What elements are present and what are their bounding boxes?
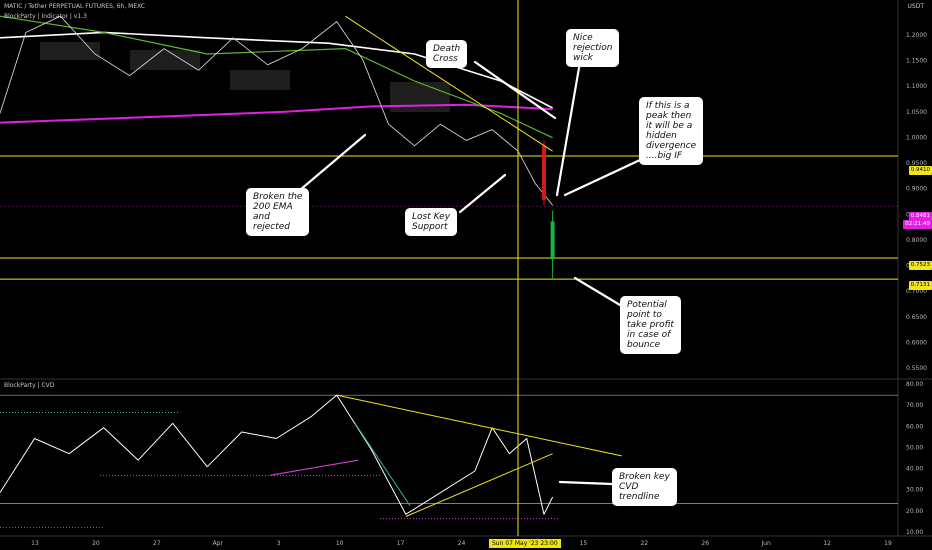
cvd-tick-label: 70.00 <box>906 402 923 409</box>
currency-label: USDT <box>907 3 925 10</box>
candle-body <box>550 221 555 260</box>
cvd-tick-label: 80.00 <box>906 381 923 388</box>
time-tick-label: 12 <box>823 540 831 547</box>
consolidation-box <box>40 42 100 60</box>
time-tick-label: 19 <box>884 540 892 547</box>
cvd-tick-label: 60.00 <box>906 423 923 430</box>
symbol-title[interactable]: MATIC / Tether PERPETUAL FUTURES, 6h, ME… <box>4 3 145 10</box>
annotation-pointer <box>458 173 507 214</box>
note-broken-cvd: Broken key CVD trendline <box>612 468 677 506</box>
note-lost-key-support: Lost Key Support <box>405 208 458 236</box>
series-price <box>0 15 553 206</box>
price-tick-label: 0.9500 <box>906 160 927 167</box>
time-tick-label: 3 <box>277 540 281 547</box>
note-nice-rejection: Nice rejection wick <box>566 29 620 67</box>
series-green_ema <box>0 15 553 139</box>
note-broken-200ema: Broken the 200 EMA and rejected <box>246 188 310 236</box>
price-tick-label: 1.0000 <box>906 134 927 141</box>
price-tick-label: 1.1000 <box>906 83 927 90</box>
price-tick-label: 1.0500 <box>906 109 927 116</box>
time-tick-label: 15 <box>580 540 588 547</box>
note-potential-point: Potential point to take profit in case o… <box>620 296 681 354</box>
price-tick-label: 0.9000 <box>906 186 927 193</box>
axes: 1.2000 1.1500 1.1000 1.0500 1.0000 0.9500 0.90… <box>31 32 927 547</box>
price-tick-label: 1.1500 <box>906 58 927 65</box>
cvd-tick-label: 20.00 <box>906 508 923 515</box>
annotation-pointer <box>298 133 367 192</box>
overlay <box>298 0 642 536</box>
tag-countdown: 02:21:49 <box>903 220 932 229</box>
cvd-tick-label: 50.00 <box>906 444 923 451</box>
note-peak-divergence: If this is a peak then it will be a hidd… <box>639 97 704 165</box>
tag-support-07523: 0.7523 <box>908 261 932 270</box>
time-tick-label: 13 <box>31 540 39 547</box>
consolidation-box <box>130 50 200 70</box>
annotation-pointer <box>573 276 627 310</box>
price-tick-label: 1.2000 <box>906 32 927 39</box>
cvd-trendline <box>405 453 553 517</box>
time-tick-label: 22 <box>640 540 648 547</box>
candle-body <box>541 145 546 200</box>
annotation-pointer <box>555 60 582 197</box>
cvd-tick-label: 10.00 <box>906 529 923 536</box>
time-tick-label: 17 <box>397 540 405 547</box>
time-tick-label: 10 <box>336 540 344 547</box>
tag-support-0941: 0.9410 <box>908 166 932 175</box>
grid <box>0 0 932 537</box>
time-tick-label: Apr <box>213 540 224 547</box>
time-tick-label: 20 <box>92 540 100 547</box>
cvd-tick-label: 30.00 <box>906 487 923 494</box>
price-trendline <box>345 15 553 152</box>
annotation-pointer <box>563 158 642 197</box>
price-tick-label: 0.6000 <box>906 339 927 346</box>
time-tick-label: Jun <box>760 540 771 547</box>
annotation-pointer <box>473 60 557 120</box>
time-tick-label: 27 <box>153 540 161 547</box>
price-panel[interactable] <box>0 15 898 280</box>
price-tick-label: 0.5500 <box>906 365 927 372</box>
cvd-tick-label: 40.00 <box>906 466 923 473</box>
cvd-title[interactable]: BlockParty | CVD <box>4 382 55 389</box>
consolidation-box <box>390 82 450 112</box>
time-tick-label: 26 <box>701 540 709 547</box>
price-tick-label: 0.6500 <box>906 314 927 321</box>
crosshair-date-label: Sun 07 May '23 23:00 <box>489 539 561 548</box>
series-ema200 <box>0 103 553 124</box>
price-tick-label: 0.8000 <box>906 237 927 244</box>
time-tick-label: 24 <box>458 540 466 547</box>
price-tick-label: 0.7000 <box>906 288 927 295</box>
annotation-pointer <box>558 480 614 486</box>
tag-current-price: 0.8481 <box>908 212 932 221</box>
cvd-pink-trend <box>269 459 359 476</box>
cvd-teal-trend <box>354 423 411 506</box>
consolidation-box <box>230 70 290 90</box>
cvd-panel[interactable] <box>0 394 898 528</box>
tag-support-07131: 0.7131 <box>908 281 932 290</box>
note-death-cross: Death Cross <box>426 40 468 68</box>
indicator-title[interactable]: BlockParty | Indicator | v1.3 <box>4 13 87 20</box>
cvd-trendline <box>336 394 622 457</box>
cvd-series-line <box>0 394 554 515</box>
